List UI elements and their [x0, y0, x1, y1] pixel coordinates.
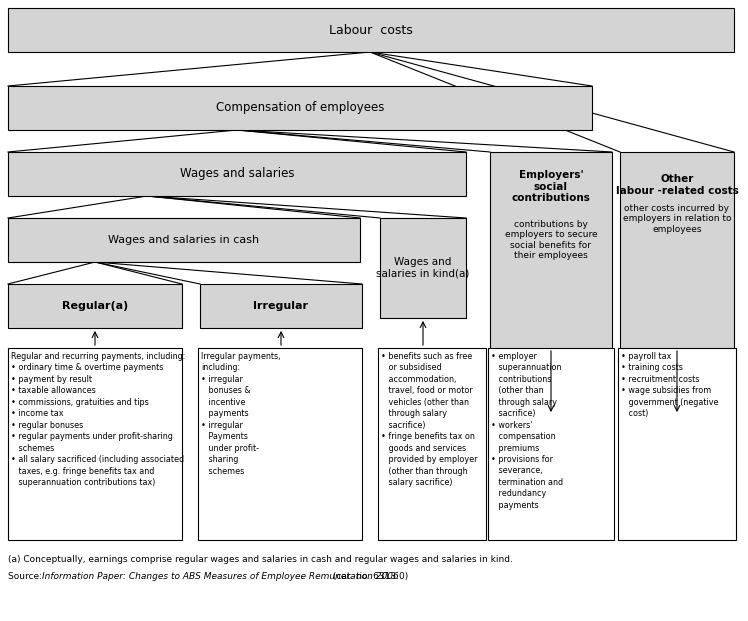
- Text: contributions by
employers to secure
social benefits for
their employees: contributions by employers to secure soc…: [505, 220, 598, 260]
- Bar: [378, 348, 486, 540]
- Text: other costs incurred by
employers in relation to
employees: other costs incurred by employers in rel…: [623, 204, 732, 233]
- Text: (cat. no. 6313.0): (cat. no. 6313.0): [330, 572, 408, 581]
- Bar: [8, 218, 360, 262]
- Text: • employer
   superannuation
   contributions
   (other than
   through salary
 : • employer superannuation contributions …: [491, 352, 563, 510]
- Text: Irregular payments,
including:
• irregular
   bonuses &
   incentive
   payments: Irregular payments, including: • irregul…: [201, 352, 280, 476]
- Text: Source:: Source:: [8, 572, 45, 581]
- Text: Employers'
social
contributions: Employers' social contributions: [512, 170, 590, 203]
- Bar: [8, 86, 592, 130]
- Bar: [8, 152, 466, 196]
- Text: (a) Conceptually, earnings comprise regular wages and salaries in cash and regul: (a) Conceptually, earnings comprise regu…: [8, 555, 513, 564]
- Text: Regular and recurring payments, including:
• ordinary time & overtime payments
•: Regular and recurring payments, includin…: [11, 352, 186, 487]
- Text: Labour  costs: Labour costs: [329, 24, 413, 37]
- Bar: [620, 152, 734, 415]
- Bar: [8, 348, 182, 540]
- Bar: [198, 348, 362, 540]
- Bar: [488, 348, 614, 540]
- Bar: [618, 348, 736, 540]
- Bar: [8, 8, 734, 52]
- Text: • payroll tax
• training costs
• recruitment costs
• wage subsidies from
   gove: • payroll tax • training costs • recruit…: [621, 352, 719, 419]
- Text: Information Paper: Changes to ABS Measures of Employee Remuneration 2006: Information Paper: Changes to ABS Measur…: [42, 572, 399, 581]
- Bar: [380, 218, 466, 318]
- Bar: [200, 284, 362, 328]
- Text: Wages and
salaries in kind(a): Wages and salaries in kind(a): [376, 257, 470, 279]
- Text: • benefits such as free
   or subsidised
   accommodation,
   travel, food or mo: • benefits such as free or subsidised ac…: [381, 352, 477, 487]
- Text: Regular(a): Regular(a): [62, 301, 128, 311]
- Bar: [490, 152, 612, 415]
- Text: Irregular: Irregular: [254, 301, 308, 311]
- Text: Wages and salaries: Wages and salaries: [180, 168, 294, 181]
- Text: Compensation of employees: Compensation of employees: [216, 101, 384, 114]
- Text: Wages and salaries in cash: Wages and salaries in cash: [108, 235, 260, 245]
- Bar: [8, 284, 182, 328]
- Text: Other
labour -related costs: Other labour -related costs: [616, 174, 738, 196]
